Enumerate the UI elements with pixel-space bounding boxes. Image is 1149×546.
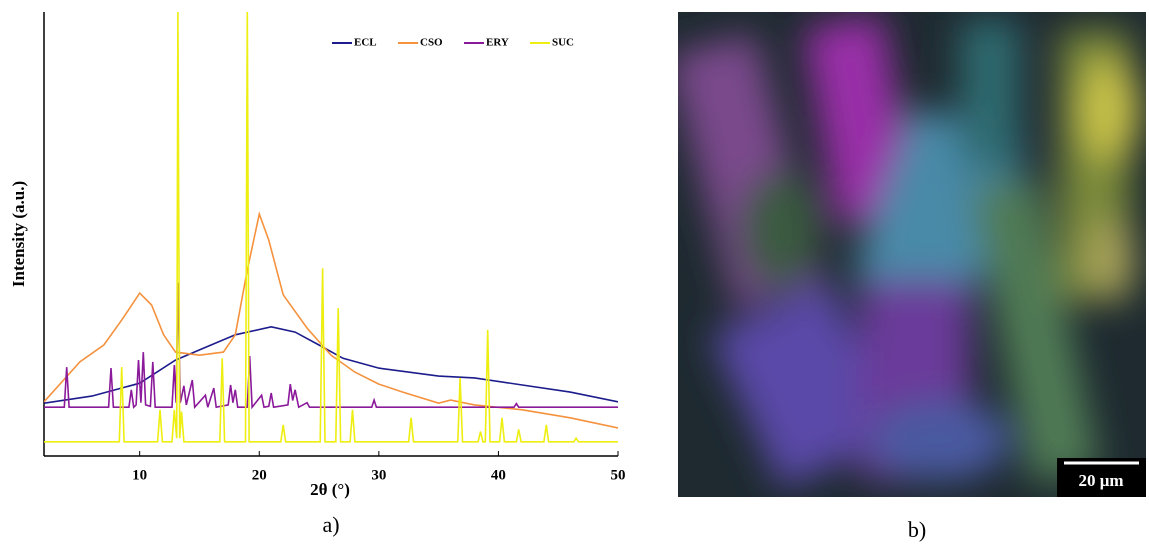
series-line: [44, 12, 618, 443]
x-axis-label: 2θ (°): [310, 480, 350, 499]
legend-label: SUC: [552, 37, 574, 49]
legend-label: CSO: [420, 37, 443, 49]
caption: b): [908, 517, 926, 542]
legend-label: ERY: [486, 37, 509, 49]
plot-area: [44, 12, 618, 443]
x-tick-label: 50: [611, 467, 626, 483]
x-tick-label: 10: [132, 467, 147, 483]
series-line: [44, 282, 618, 410]
x-tick-label: 20: [252, 467, 267, 483]
series-line: [44, 211, 618, 429]
series-line: [44, 325, 618, 404]
x-tick-label: 30: [371, 467, 386, 483]
caption: a): [322, 512, 339, 537]
legend-label: ECL: [354, 37, 377, 49]
micrograph: 20 μm: [678, 12, 1146, 497]
x-tick-label: 40: [491, 467, 506, 483]
scale-bar-label: 20 μm: [1078, 471, 1123, 490]
y-axis-label: Intensity (a.u.): [9, 181, 28, 287]
